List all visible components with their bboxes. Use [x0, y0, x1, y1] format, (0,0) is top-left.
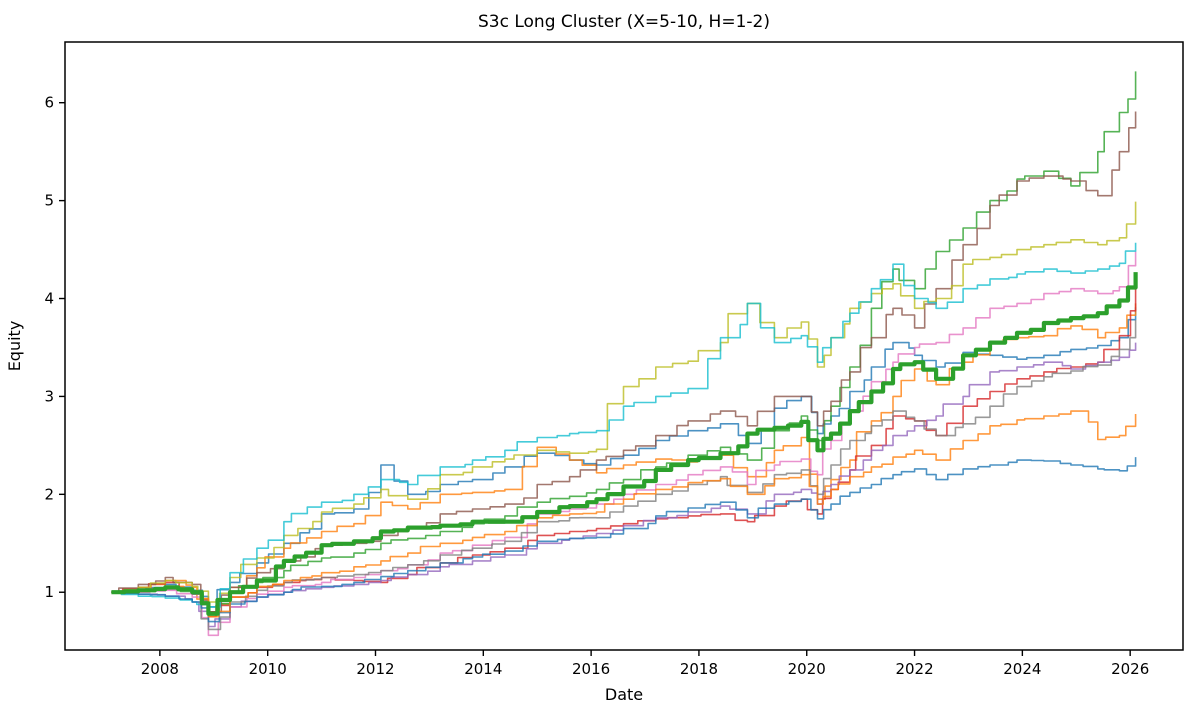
y-tick-label: 4 [44, 290, 54, 308]
series-line-member-blue-2 [111, 457, 1137, 623]
y-tick-label: 6 [44, 94, 54, 112]
x-tick-label: 2014 [464, 660, 502, 678]
x-tick-label: 2012 [356, 660, 394, 678]
x-tick-label: 2010 [249, 660, 287, 678]
y-tick-label: 3 [44, 387, 54, 405]
series-line-member-cyan [111, 242, 1137, 608]
series-line-member-pink [111, 251, 1137, 637]
axes: 2008 2010 2012 2014 2016 2018 2020 2022 2024 2026… [44, 94, 1149, 678]
series-lines [111, 71, 1138, 637]
x-tick-label: 2008 [141, 660, 179, 678]
series-line-member-olive [111, 201, 1137, 603]
x-tick-label: 2022 [895, 660, 933, 678]
series-line-member-orange-2 [111, 410, 1137, 618]
y-axis-label: Equity [5, 321, 24, 372]
series-line-member-green [111, 71, 1137, 613]
x-tick-label: 2026 [1111, 660, 1149, 678]
chart-title: S3c Long Cluster (X=5-10, H=1-2) [478, 12, 770, 32]
plot-border [64, 41, 1184, 651]
series-line-member-gray [111, 320, 1137, 631]
y-tick-label: 5 [44, 192, 54, 210]
x-axis-label: Date [605, 685, 643, 704]
x-tick-label: 2024 [1003, 660, 1041, 678]
x-tick-label: 2020 [788, 660, 826, 678]
y-tick-label: 1 [44, 583, 54, 601]
series-line-member-brown [111, 111, 1137, 613]
x-tick-label: 2018 [680, 660, 718, 678]
y-tick-label: 2 [44, 485, 54, 503]
series-line-cluster-mean [111, 272, 1138, 616]
x-tick-label: 2016 [572, 660, 610, 678]
